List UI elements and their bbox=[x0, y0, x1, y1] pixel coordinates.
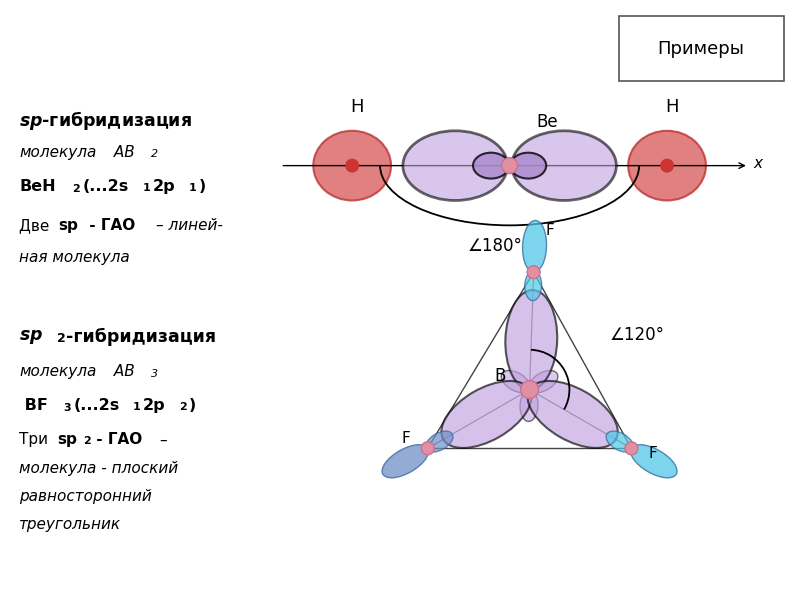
Text: молекула: молекула bbox=[19, 364, 97, 379]
Text: H: H bbox=[350, 98, 364, 116]
Ellipse shape bbox=[314, 131, 391, 200]
Text: Две: Две bbox=[19, 218, 54, 233]
Text: - ГАО: - ГАО bbox=[84, 218, 141, 233]
Ellipse shape bbox=[473, 152, 509, 179]
Ellipse shape bbox=[506, 290, 558, 389]
Text: 3: 3 bbox=[63, 403, 70, 413]
Text: ): ) bbox=[189, 398, 196, 413]
Text: F: F bbox=[402, 431, 410, 446]
Text: BeH: BeH bbox=[19, 179, 56, 194]
Text: 3: 3 bbox=[151, 368, 158, 379]
Text: 2: 2 bbox=[151, 149, 158, 159]
Ellipse shape bbox=[426, 431, 453, 452]
Text: 1: 1 bbox=[189, 182, 197, 193]
Ellipse shape bbox=[628, 131, 706, 200]
Circle shape bbox=[345, 158, 359, 173]
Ellipse shape bbox=[442, 381, 531, 448]
Text: 1: 1 bbox=[143, 182, 150, 193]
Text: ): ) bbox=[198, 179, 206, 194]
Text: 2: 2 bbox=[57, 332, 66, 345]
Text: sp: sp bbox=[58, 218, 78, 233]
Text: ∠180°: ∠180° bbox=[467, 237, 522, 255]
Text: ∠120°: ∠120° bbox=[610, 326, 664, 344]
Ellipse shape bbox=[522, 220, 546, 272]
Ellipse shape bbox=[512, 131, 616, 200]
Ellipse shape bbox=[630, 445, 677, 478]
Text: –: – bbox=[159, 433, 166, 448]
Text: AB: AB bbox=[109, 364, 134, 379]
Ellipse shape bbox=[382, 445, 429, 478]
Text: 2: 2 bbox=[72, 184, 80, 194]
Text: Be: Be bbox=[537, 113, 558, 131]
Circle shape bbox=[502, 158, 518, 173]
Ellipse shape bbox=[528, 381, 618, 448]
Circle shape bbox=[521, 380, 538, 398]
Text: - ГАО: - ГАО bbox=[91, 433, 147, 448]
Circle shape bbox=[422, 442, 434, 455]
Text: 2: 2 bbox=[178, 401, 186, 412]
Ellipse shape bbox=[525, 271, 542, 301]
Text: ная молекула: ная молекула bbox=[19, 250, 130, 265]
Text: AB: AB bbox=[109, 145, 134, 160]
Circle shape bbox=[527, 266, 540, 278]
Text: 2: 2 bbox=[83, 436, 91, 446]
Text: -гибридизация: -гибридизация bbox=[66, 328, 216, 346]
Text: 2p: 2p bbox=[143, 398, 166, 413]
Ellipse shape bbox=[606, 431, 634, 452]
Text: – линей-: – линей- bbox=[156, 218, 222, 233]
Text: молекула: молекула bbox=[19, 145, 97, 160]
Text: Три: Три bbox=[19, 433, 54, 448]
Text: 1: 1 bbox=[133, 401, 141, 412]
Ellipse shape bbox=[520, 389, 538, 421]
Text: треугольник: треугольник bbox=[19, 517, 122, 532]
Ellipse shape bbox=[529, 371, 558, 393]
Text: $\bfit{sp}$-гибридизация: $\bfit{sp}$-гибридизация bbox=[19, 109, 192, 132]
Text: $\bfit{sp}$: $\bfit{sp}$ bbox=[19, 328, 43, 346]
Text: F: F bbox=[649, 446, 658, 461]
Circle shape bbox=[625, 442, 638, 455]
Text: BF: BF bbox=[19, 398, 48, 413]
Text: H: H bbox=[666, 98, 679, 116]
FancyBboxPatch shape bbox=[619, 16, 784, 81]
Text: F: F bbox=[546, 223, 554, 238]
Text: sp: sp bbox=[57, 433, 77, 448]
Text: B: B bbox=[494, 367, 506, 385]
Text: x: x bbox=[754, 156, 762, 171]
Circle shape bbox=[660, 158, 674, 173]
Text: Примеры: Примеры bbox=[658, 40, 745, 58]
Text: (...2s: (...2s bbox=[73, 398, 119, 413]
Ellipse shape bbox=[510, 152, 546, 179]
Text: 2p: 2p bbox=[153, 179, 175, 194]
Text: молекула - плоский: молекула - плоский bbox=[19, 461, 178, 476]
Text: (...2s: (...2s bbox=[83, 179, 130, 194]
Ellipse shape bbox=[403, 131, 507, 200]
Text: равносторонний: равносторонний bbox=[19, 489, 152, 504]
Ellipse shape bbox=[502, 371, 530, 393]
